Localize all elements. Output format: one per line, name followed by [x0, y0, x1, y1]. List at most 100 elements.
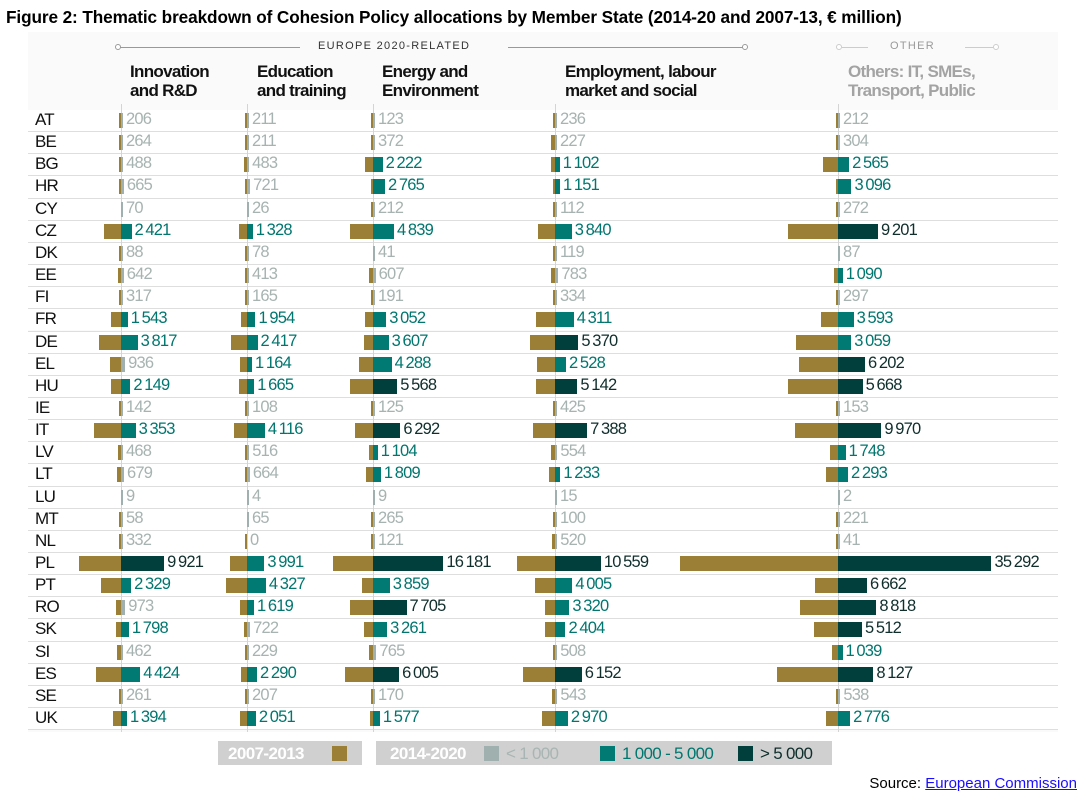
bar-2007-2013	[825, 711, 838, 727]
bar-2014-2020	[373, 157, 383, 173]
bar-2014-2020	[247, 711, 256, 727]
bar-2014-2020	[555, 157, 560, 173]
value-label: 6 292	[403, 420, 440, 439]
value-label: 642	[126, 265, 153, 284]
value-label: 88	[126, 242, 144, 261]
bar-2014-2020	[555, 201, 557, 217]
value-label: 543	[560, 685, 586, 704]
bar-2014-2020	[373, 622, 388, 638]
value-label: 973	[128, 597, 154, 616]
bar-2007-2013	[119, 245, 121, 261]
bar-2014-2020	[373, 423, 401, 439]
group-label-europe2020: EUROPE 2020-RELATED	[318, 40, 471, 52]
source-link[interactable]: European Commission	[925, 775, 1077, 792]
row-background	[28, 176, 1058, 198]
bar-2007-2013	[535, 312, 555, 328]
bar-2007-2013	[245, 688, 247, 704]
group-line	[842, 47, 868, 48]
bar-2014-2020	[838, 113, 840, 128]
value-label: 1 619	[257, 597, 294, 616]
value-label: 9	[378, 486, 387, 505]
legend-label-1000-5000: 1 000 - 5 000	[622, 744, 714, 763]
bar-2014-2020	[121, 223, 132, 239]
value-label: 16 181	[446, 553, 491, 571]
row-divider	[28, 552, 1058, 553]
figure-title: Figure 2: Thematic breakdown of Cohesion…	[6, 7, 902, 27]
bar-2007-2013	[100, 578, 121, 594]
bar-2007-2013	[245, 467, 247, 483]
bar-2007-2013	[364, 334, 373, 350]
value-label: 317	[126, 287, 152, 306]
country-label: AT	[35, 110, 55, 129]
bar-2007-2013	[835, 135, 838, 151]
value-label: 1 809	[383, 464, 421, 483]
row-divider	[28, 507, 1058, 509]
bar-2007-2013	[368, 445, 373, 461]
bar-2007-2013	[836, 201, 838, 217]
bar-2007-2013	[119, 511, 121, 527]
bar-2007-2013	[836, 511, 838, 527]
country-label: EE	[35, 265, 57, 285]
legend-title-2014: 2014-2020	[390, 744, 467, 763]
bar-2007-2013	[544, 600, 555, 616]
value-label: 1 954	[258, 309, 295, 328]
country-label: PL	[35, 553, 55, 572]
bar-2014-2020	[555, 578, 573, 594]
value-label: 372	[378, 132, 404, 151]
value-label: 468	[126, 442, 152, 461]
bar-2007-2013	[550, 157, 555, 173]
bar-2014-2020	[247, 245, 249, 261]
bar-2007-2013	[333, 556, 373, 571]
country-label: DK	[35, 242, 58, 262]
bar-2007-2013	[366, 467, 373, 483]
value-label: 272	[843, 198, 869, 217]
bar-2014-2020	[247, 511, 249, 527]
row-divider	[28, 684, 1058, 686]
bar-2014-2020	[373, 644, 377, 660]
bar-2007-2013	[544, 622, 555, 638]
value-label: 1 748	[848, 442, 886, 461]
bar-2014-2020	[555, 533, 558, 549]
value-label: 211	[252, 132, 277, 151]
value-label: 4 839	[397, 220, 434, 239]
value-label: 304	[843, 132, 869, 151]
bar-2007-2013	[369, 268, 373, 284]
row-divider	[28, 175, 1058, 177]
value-label: 332	[126, 530, 152, 549]
bar-2014-2020	[373, 467, 381, 483]
bar-2007-2013	[836, 290, 838, 306]
bar-2007-2013	[365, 157, 373, 173]
bar-2007-2013	[530, 334, 555, 350]
bar-2014-2020	[121, 113, 123, 128]
value-label: 7 388	[590, 420, 627, 439]
bar-2014-2020	[373, 312, 387, 328]
row-background	[28, 442, 1058, 464]
bar-2014-2020	[121, 245, 123, 261]
bar-2007-2013	[836, 688, 838, 704]
value-label: 3 593	[856, 309, 894, 328]
value-label: 4 005	[575, 575, 612, 594]
row-divider	[28, 286, 1058, 288]
column-header-education: Education and training	[257, 62, 347, 100]
bar-2007-2013	[541, 711, 555, 727]
bar-2014-2020	[838, 157, 850, 173]
bar-2007-2013	[836, 533, 838, 549]
value-label: 334	[560, 287, 586, 306]
country-label: SK	[35, 619, 57, 639]
bar-2014-2020	[247, 179, 251, 195]
bar-2007-2013	[532, 423, 555, 439]
bar-2007-2013	[371, 688, 373, 704]
bar-2014-2020	[373, 356, 392, 372]
bar-2014-2020	[555, 356, 566, 372]
row-divider	[28, 441, 1058, 443]
legend-swatch-1000-5000	[600, 746, 615, 761]
value-label: 227	[560, 132, 586, 151]
value-label: 9 921	[167, 553, 204, 571]
value-label: 265	[378, 508, 404, 527]
bar-2007-2013	[238, 223, 247, 239]
bar-2014-2020	[247, 135, 249, 151]
bar-2007-2013	[116, 600, 121, 616]
row-background	[28, 508, 1058, 530]
bar-2014-2020	[838, 423, 882, 439]
value-label: 112	[560, 198, 585, 217]
